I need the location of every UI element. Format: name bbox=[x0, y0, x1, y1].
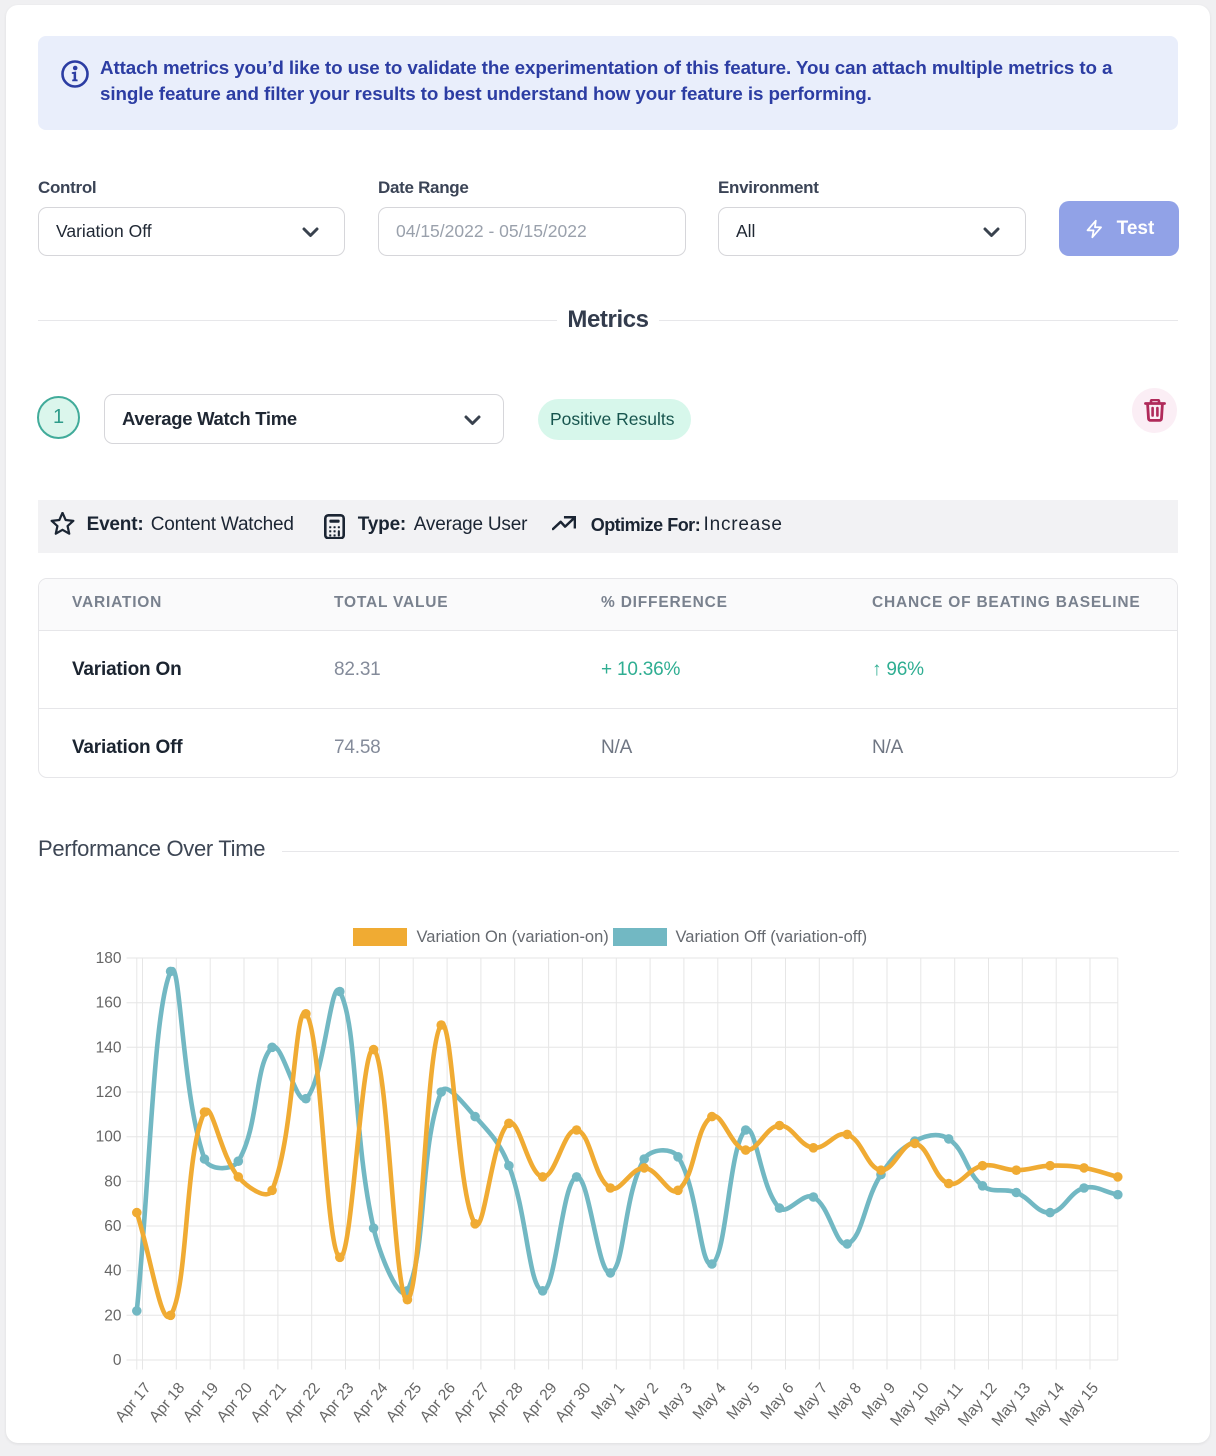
svg-text:Apr 18: Apr 18 bbox=[146, 1380, 188, 1426]
svg-text:May 6: May 6 bbox=[757, 1380, 797, 1423]
svg-text:Apr 24: Apr 24 bbox=[349, 1379, 392, 1425]
svg-text:May 5: May 5 bbox=[724, 1380, 764, 1423]
svg-text:160: 160 bbox=[96, 995, 122, 1012]
svg-text:May 3: May 3 bbox=[656, 1380, 696, 1423]
svg-text:Apr 26: Apr 26 bbox=[417, 1380, 459, 1426]
svg-text:80: 80 bbox=[104, 1173, 122, 1190]
svg-text:May 1: May 1 bbox=[588, 1380, 628, 1423]
svg-text:120: 120 bbox=[96, 1084, 122, 1101]
svg-text:100: 100 bbox=[96, 1129, 122, 1146]
svg-text:May 7: May 7 bbox=[791, 1380, 831, 1423]
svg-text:20: 20 bbox=[104, 1307, 122, 1324]
svg-text:Apr 29: Apr 29 bbox=[518, 1380, 560, 1426]
svg-text:Apr 27: Apr 27 bbox=[451, 1380, 493, 1426]
svg-text:Apr 20: Apr 20 bbox=[214, 1379, 257, 1425]
svg-text:60: 60 bbox=[104, 1218, 122, 1235]
svg-text:140: 140 bbox=[96, 1039, 122, 1056]
svg-text:180: 180 bbox=[96, 950, 122, 967]
svg-text:Apr 22: Apr 22 bbox=[281, 1380, 323, 1426]
svg-text:Apr 23: Apr 23 bbox=[315, 1380, 357, 1426]
svg-text:Apr 30: Apr 30 bbox=[552, 1379, 595, 1425]
svg-text:May 4: May 4 bbox=[690, 1379, 730, 1423]
svg-text:Apr 25: Apr 25 bbox=[383, 1380, 425, 1426]
svg-text:0: 0 bbox=[113, 1352, 122, 1369]
svg-text:May 8: May 8 bbox=[825, 1380, 865, 1423]
svg-text:Apr 21: Apr 21 bbox=[248, 1380, 290, 1426]
svg-text:40: 40 bbox=[104, 1263, 122, 1280]
svg-text:May 2: May 2 bbox=[622, 1380, 662, 1423]
svg-text:Apr 19: Apr 19 bbox=[180, 1380, 222, 1426]
svg-text:Apr 17: Apr 17 bbox=[112, 1380, 154, 1426]
svg-text:Apr 28: Apr 28 bbox=[484, 1380, 526, 1426]
